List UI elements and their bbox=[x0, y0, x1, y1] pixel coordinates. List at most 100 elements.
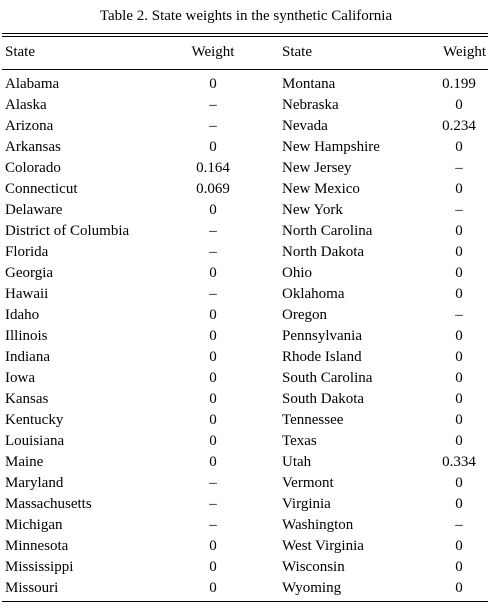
left-weight-cell: 0 bbox=[209, 328, 217, 344]
table-row: Hawaii – Oklahoma 0 bbox=[0, 284, 492, 305]
right-weight-cell: 0.334 bbox=[442, 454, 476, 470]
right-state-cell: Virginia bbox=[282, 496, 331, 512]
right-state-cell: Tennessee bbox=[282, 412, 344, 428]
left-state-cell: Connecticut bbox=[5, 181, 78, 197]
table-row: Missouri 0 Wyoming 0 bbox=[0, 578, 492, 599]
table-row: Connecticut 0.069 New Mexico 0 bbox=[0, 179, 492, 200]
table-row: Michigan – Washington – bbox=[0, 515, 492, 536]
right-state-cell: Washington bbox=[282, 517, 354, 533]
left-weight-cell: – bbox=[209, 244, 217, 260]
right-state-cell: Oregon bbox=[282, 307, 327, 323]
left-state-cell: Indiana bbox=[5, 349, 50, 365]
top-rule-double bbox=[2, 36, 488, 37]
table-caption: Table 2. State weights in the synthetic … bbox=[99, 8, 393, 24]
left-state-cell: Iowa bbox=[5, 370, 35, 386]
left-weight-cell: 0 bbox=[209, 559, 217, 575]
right-weight-cell: 0 bbox=[455, 286, 463, 302]
left-state-cell: Massachusetts bbox=[5, 496, 92, 512]
left-state-cell: Colorado bbox=[5, 160, 61, 176]
right-state-cell: South Carolina bbox=[282, 370, 373, 386]
left-state-cell: Kansas bbox=[5, 391, 49, 407]
left-weight-cell: – bbox=[209, 97, 217, 113]
left-state-cell: Kentucky bbox=[5, 412, 64, 428]
left-state-cell: Arizona bbox=[5, 118, 54, 134]
left-weight-cell: – bbox=[209, 496, 217, 512]
table-row: Kansas 0 South Dakota 0 bbox=[0, 389, 492, 410]
left-weight-cell: – bbox=[209, 118, 217, 134]
right-weight-cell: 0 bbox=[455, 265, 463, 281]
left-weight-cell: 0 bbox=[209, 433, 217, 449]
table-row: Louisiana 0 Texas 0 bbox=[0, 431, 492, 452]
table-row: Colorado 0.164 New Jersey – bbox=[0, 158, 492, 179]
left-state-cell: Florida bbox=[5, 244, 49, 260]
left-state-cell: Missouri bbox=[5, 580, 59, 596]
right-state-cell: North Carolina bbox=[282, 223, 373, 239]
right-state-cell: Wyoming bbox=[282, 580, 342, 596]
table-row: Kentucky 0 Tennessee 0 bbox=[0, 410, 492, 431]
right-weight-cell: 0 bbox=[455, 559, 463, 575]
header-rule bbox=[2, 69, 488, 70]
table-header-row: State Weight State Weight bbox=[0, 42, 492, 63]
left-weight-cell: 0 bbox=[209, 538, 217, 554]
right-state-cell: Texas bbox=[282, 433, 317, 449]
right-state-cell: North Dakota bbox=[282, 244, 365, 260]
right-weight-cell: 0 bbox=[455, 496, 463, 512]
right-state-cell: Montana bbox=[282, 76, 336, 92]
right-weight-cell: 0 bbox=[455, 223, 463, 239]
left-weight-cell: 0 bbox=[209, 454, 217, 470]
table-row: Iowa 0 South Carolina 0 bbox=[0, 368, 492, 389]
right-weight-cell: 0 bbox=[455, 97, 463, 113]
right-weight-cell: 0 bbox=[455, 244, 463, 260]
right-weight-cell: 0 bbox=[455, 328, 463, 344]
left-weight-cell: 0 bbox=[209, 412, 217, 428]
right-state-cell: Oklahoma bbox=[282, 286, 345, 302]
left-state-cell: Minnesota bbox=[5, 538, 69, 554]
right-weight-cell: 0 bbox=[455, 370, 463, 386]
header-weight-right: Weight bbox=[443, 44, 486, 60]
right-state-cell: Utah bbox=[282, 454, 312, 470]
left-weight-cell: 0 bbox=[209, 265, 217, 281]
left-weight-cell: 0 bbox=[209, 139, 217, 155]
table-row: Arkansas 0 New Hampshire 0 bbox=[0, 137, 492, 158]
left-weight-cell: 0 bbox=[209, 76, 217, 92]
right-weight-cell: – bbox=[455, 160, 463, 176]
right-state-cell: New Jersey bbox=[282, 160, 352, 176]
left-weight-cell: 0.164 bbox=[196, 160, 230, 176]
left-weight-cell: 0 bbox=[209, 202, 217, 218]
left-weight-cell: 0 bbox=[209, 580, 217, 596]
right-weight-cell: – bbox=[455, 202, 463, 218]
left-state-cell: Louisiana bbox=[5, 433, 65, 449]
left-weight-cell: – bbox=[209, 475, 217, 491]
left-weight-cell: 0 bbox=[209, 349, 217, 365]
right-state-cell: Rhode Island bbox=[282, 349, 362, 365]
left-weight-cell: – bbox=[209, 517, 217, 533]
left-state-cell: Alaska bbox=[5, 97, 47, 113]
left-state-cell: Mississippi bbox=[5, 559, 74, 575]
table-row: Maine 0 Utah 0.334 bbox=[0, 452, 492, 473]
bottom-rule bbox=[2, 601, 488, 602]
table-row: Delaware 0 New York – bbox=[0, 200, 492, 221]
right-state-cell: Nebraska bbox=[282, 97, 339, 113]
table-row: Georgia 0 Ohio 0 bbox=[0, 263, 492, 284]
left-weight-cell: – bbox=[209, 223, 217, 239]
left-state-cell: District of Columbia bbox=[5, 223, 130, 239]
left-state-cell: Georgia bbox=[5, 265, 54, 281]
right-state-cell: New Mexico bbox=[282, 181, 360, 197]
right-weight-cell: 0.199 bbox=[442, 76, 476, 92]
header-state-left: State bbox=[5, 44, 35, 60]
header-state-right: State bbox=[282, 44, 312, 60]
right-weight-cell: 0 bbox=[455, 538, 463, 554]
right-weight-cell: 0 bbox=[455, 391, 463, 407]
left-state-cell: Idaho bbox=[5, 307, 40, 323]
left-state-cell: Alabama bbox=[5, 76, 60, 92]
table-row: Mississippi 0 Wisconsin 0 bbox=[0, 557, 492, 578]
right-state-cell: Pennsylvania bbox=[282, 328, 362, 344]
table-row: Idaho 0 Oregon – bbox=[0, 305, 492, 326]
right-weight-cell: 0 bbox=[455, 412, 463, 428]
left-weight-cell: 0 bbox=[209, 307, 217, 323]
right-weight-cell: 0 bbox=[455, 139, 463, 155]
left-state-cell: Maine bbox=[5, 454, 44, 470]
table-row: Alaska – Nebraska 0 bbox=[0, 95, 492, 116]
table-row: District of Columbia – North Carolina 0 bbox=[0, 221, 492, 242]
right-weight-cell: 0 bbox=[455, 475, 463, 491]
